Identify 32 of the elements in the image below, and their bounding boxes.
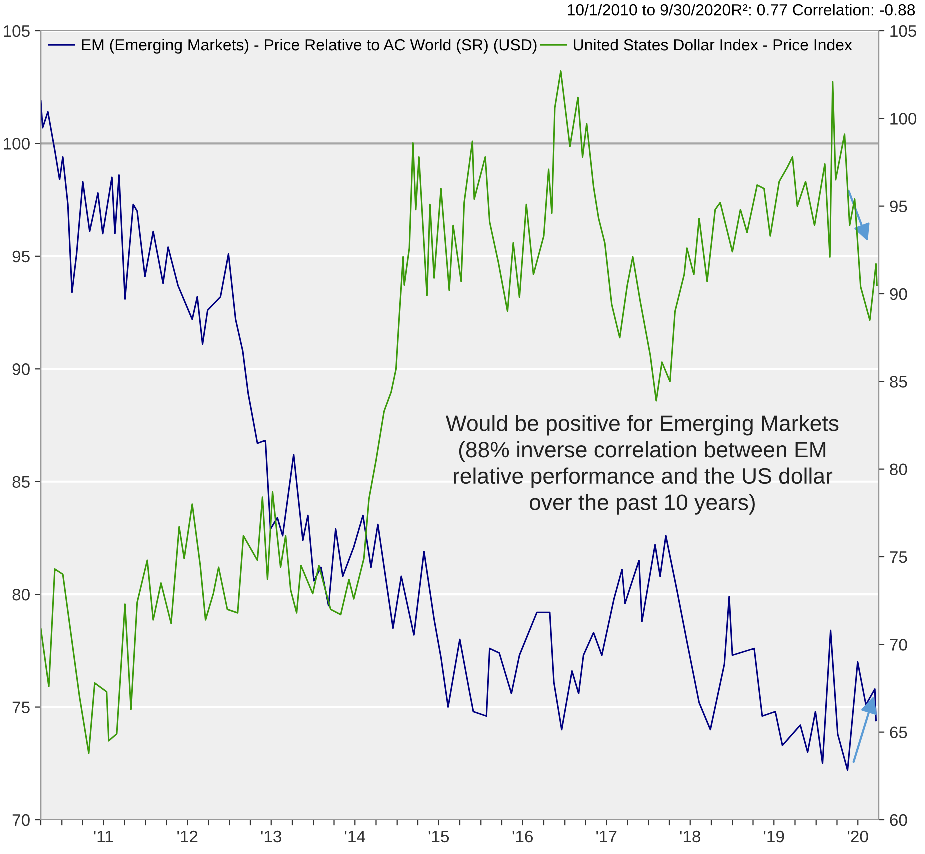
x-tick-label: '13 bbox=[261, 830, 282, 843]
x-tick-label: '15 bbox=[428, 831, 450, 843]
x-tick-label: '12 bbox=[178, 830, 198, 842]
x-tick-label: '20 bbox=[848, 830, 868, 843]
y-tick-label: 90 bbox=[12, 364, 30, 376]
y-tick-label: 95 bbox=[12, 250, 30, 263]
x-tick-label: '18 bbox=[680, 830, 701, 843]
y2-tick-label: 85 bbox=[890, 376, 908, 388]
y-tick-label: 80 bbox=[12, 588, 30, 601]
text: 10/1/2010 to 9/30/2020R²: 0.77 Correlation: -0.88 bbox=[568, 4, 916, 16]
annotation: Would be positive for Emerging Markets (88% inverse correlation between EM relative performance and the US dollar over the past 10 years) bbox=[446, 415, 839, 515]
x-tick-label: '14 bbox=[345, 831, 366, 842]
y2-tick-label: 90 bbox=[890, 288, 908, 300]
y-tick-label: 70 bbox=[12, 814, 30, 826]
x-tick-label: '11 bbox=[94, 831, 114, 842]
y-tick-label: 75 bbox=[12, 702, 30, 714]
x-tick-label: '19 bbox=[764, 830, 784, 843]
y-tick-label: 85 bbox=[12, 476, 30, 488]
legend-label: EM (Emerging Markets) - Price Relative to AC World (SR) (USD) bbox=[82, 38, 537, 54]
x-tick-label: '16 bbox=[512, 830, 533, 843]
y2-tick-label: 65 bbox=[890, 726, 908, 739]
y2-tick-label: 60 bbox=[890, 814, 908, 826]
y2-tick-label: 80 bbox=[890, 464, 908, 476]
y-tick-label: 100 bbox=[4, 138, 30, 150]
y2-tick-label: 70 bbox=[890, 639, 908, 651]
x-tick-label: '17 bbox=[596, 831, 617, 842]
y2-tick-label: 105 bbox=[890, 25, 917, 38]
y2-tick-label: 100 bbox=[890, 113, 917, 125]
y2-tick-label: 95 bbox=[890, 200, 908, 213]
y2-tick-label: 75 bbox=[890, 552, 908, 564]
y-tick-label: 105 bbox=[4, 25, 30, 38]
legend-label: United States Dollar Index - Price Index bbox=[574, 38, 852, 51]
